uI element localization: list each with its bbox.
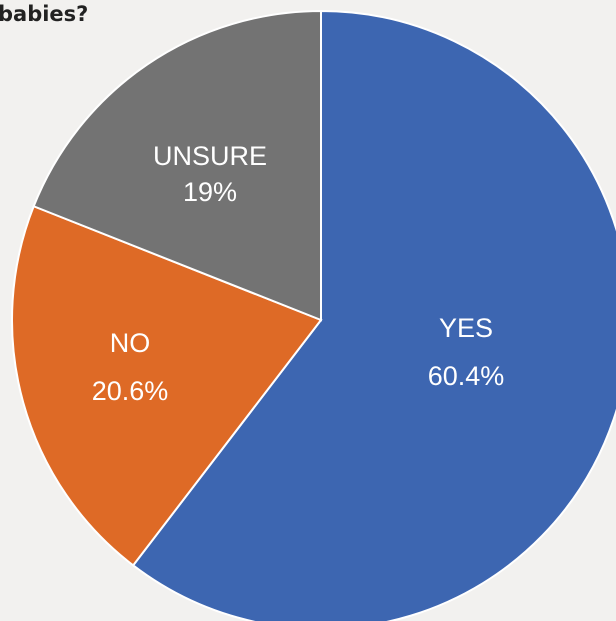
pie-slice-no — [11, 204, 323, 567]
slice-label-unsure: UNSURE — [153, 141, 267, 171]
slice-label-no: NO — [110, 328, 151, 358]
slice-value-yes: 60.4% — [428, 361, 505, 391]
slice-value-no: 20.6% — [92, 376, 169, 406]
slice-value-unsure: 19% — [183, 177, 237, 207]
chart-title: babies? — [0, 2, 89, 26]
slice-label-yes: YES — [439, 313, 493, 343]
pie-slice-yes — [131, 9, 616, 621]
pie-slice-unsure — [32, 9, 322, 322]
